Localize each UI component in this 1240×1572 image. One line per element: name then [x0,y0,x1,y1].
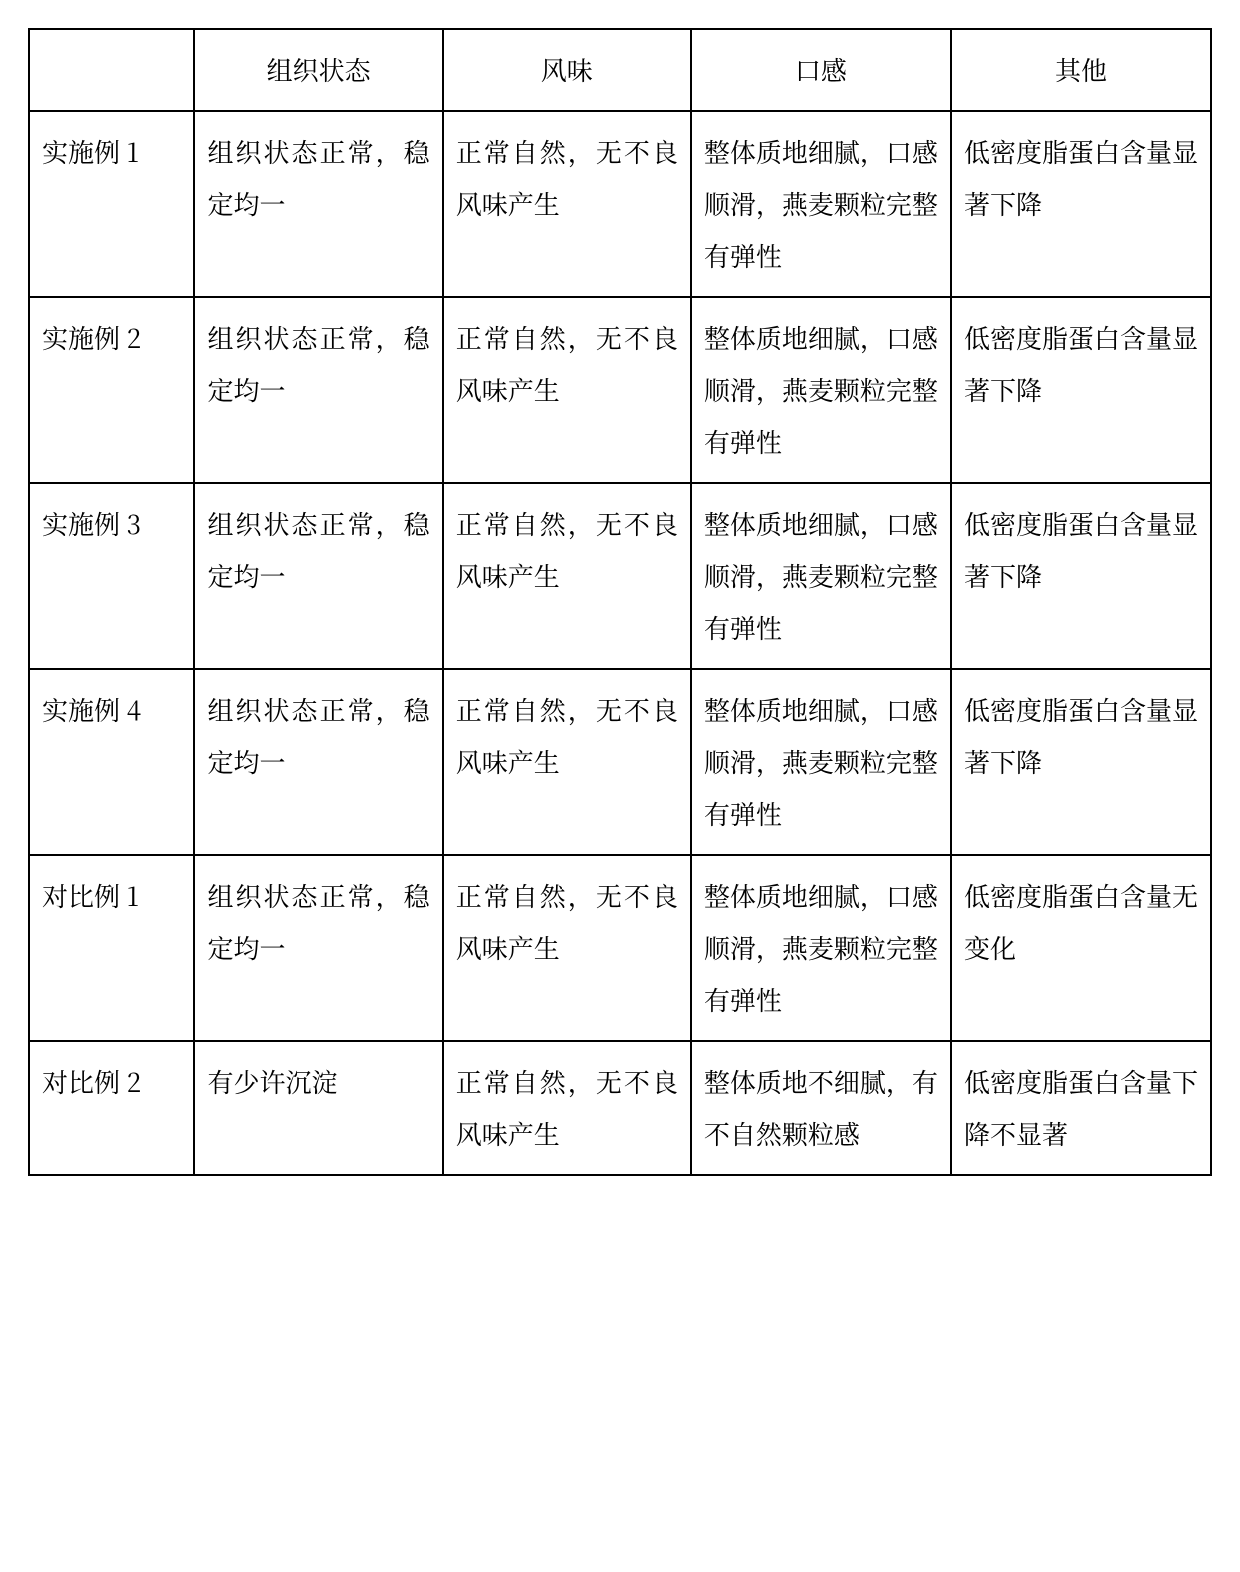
table-row: 实施例 2组织状态正常，稳定均一正常自然，无不良风味产生整体质地细腻，口感顺滑，… [29,297,1211,483]
cell: 正常自然，无不良风味产生 [443,111,691,297]
row-label: 对比例 1 [29,855,194,1041]
cell: 整体质地细腻，口感顺滑，燕麦颗粒完整有弹性 [691,111,951,297]
cell: 低密度脂蛋白含量下降不显著 [951,1041,1211,1175]
header-row: 组织状态 风味 口感 其他 [29,29,1211,111]
cell: 组织状态正常，稳定均一 [194,483,442,669]
table-row: 对比例 1组织状态正常，稳定均一正常自然，无不良风味产生整体质地细腻，口感顺滑，… [29,855,1211,1041]
row-label: 实施例 3 [29,483,194,669]
col-header-other: 其他 [951,29,1211,111]
cell: 低密度脂蛋白含量显著下降 [951,111,1211,297]
cell: 组织状态正常，稳定均一 [194,669,442,855]
cell: 整体质地细腻，口感顺滑，燕麦颗粒完整有弹性 [691,483,951,669]
row-label: 实施例 4 [29,669,194,855]
cell: 组织状态正常，稳定均一 [194,297,442,483]
row-label: 对比例 2 [29,1041,194,1175]
cell: 低密度脂蛋白含量显著下降 [951,297,1211,483]
cell: 正常自然，无不良风味产生 [443,669,691,855]
comparison-table: 组织状态 风味 口感 其他 实施例 1组织状态正常，稳定均一正常自然，无不良风味… [28,28,1212,1176]
col-header-tissue: 组织状态 [194,29,442,111]
cell: 整体质地细腻，口感顺滑，燕麦颗粒完整有弹性 [691,669,951,855]
cell: 正常自然，无不良风味产生 [443,297,691,483]
cell: 整体质地细腻，口感顺滑，燕麦颗粒完整有弹性 [691,855,951,1041]
cell: 整体质地不细腻，有不自然颗粒感 [691,1041,951,1175]
cell: 低密度脂蛋白含量显著下降 [951,669,1211,855]
table-row: 实施例 1组织状态正常，稳定均一正常自然，无不良风味产生整体质地细腻，口感顺滑，… [29,111,1211,297]
cell: 有少许沉淀 [194,1041,442,1175]
cell: 组织状态正常，稳定均一 [194,855,442,1041]
col-header-flavor: 风味 [443,29,691,111]
cell: 正常自然，无不良风味产生 [443,483,691,669]
table-row: 实施例 3组织状态正常，稳定均一正常自然，无不良风味产生整体质地细腻，口感顺滑，… [29,483,1211,669]
table-body: 实施例 1组织状态正常，稳定均一正常自然，无不良风味产生整体质地细腻，口感顺滑，… [29,111,1211,1175]
col-header-blank [29,29,194,111]
row-label: 实施例 2 [29,297,194,483]
cell: 整体质地细腻，口感顺滑，燕麦颗粒完整有弹性 [691,297,951,483]
cell: 正常自然，无不良风味产生 [443,855,691,1041]
cell: 低密度脂蛋白含量无变化 [951,855,1211,1041]
cell: 正常自然，无不良风味产生 [443,1041,691,1175]
cell: 组织状态正常，稳定均一 [194,111,442,297]
row-label: 实施例 1 [29,111,194,297]
table-row: 对比例 2有少许沉淀正常自然，无不良风味产生整体质地不细腻，有不自然颗粒感低密度… [29,1041,1211,1175]
col-header-mouth: 口感 [691,29,951,111]
table-row: 实施例 4组织状态正常，稳定均一正常自然，无不良风味产生整体质地细腻，口感顺滑，… [29,669,1211,855]
cell: 低密度脂蛋白含量显著下降 [951,483,1211,669]
